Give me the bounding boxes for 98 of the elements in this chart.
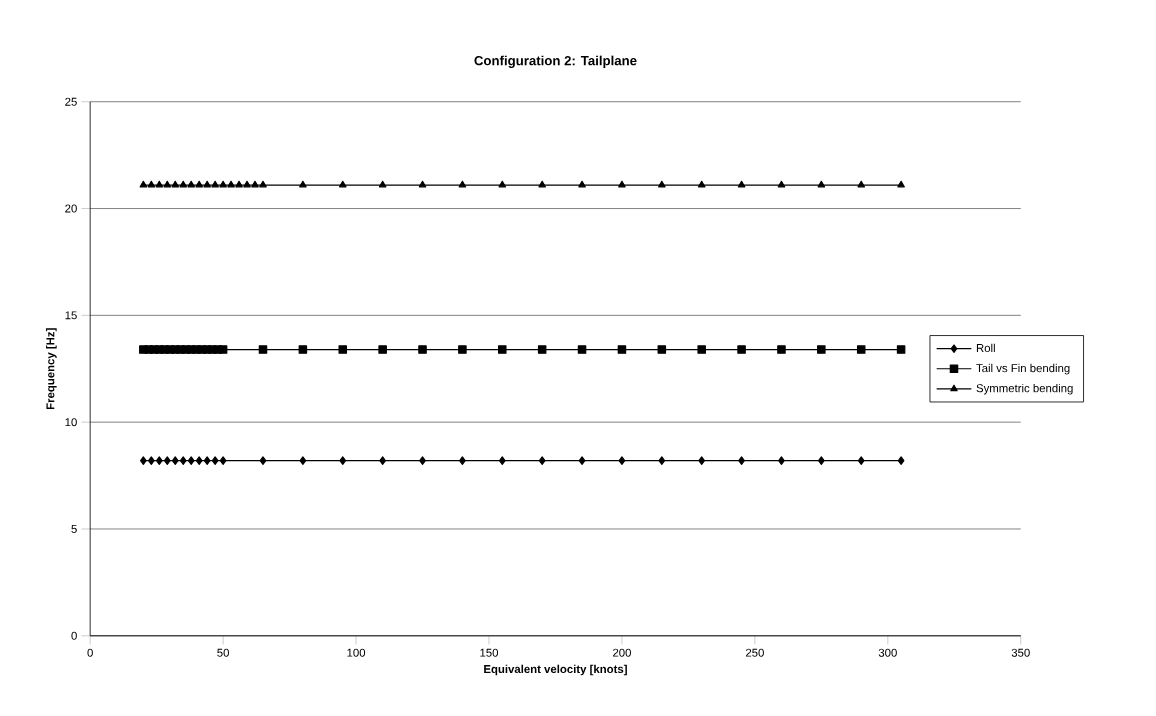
point: [203, 181, 211, 188]
point: [657, 345, 667, 355]
point: [187, 456, 195, 466]
point: [187, 181, 195, 188]
point: [537, 345, 547, 355]
point: [259, 456, 267, 466]
point: [339, 456, 347, 466]
point: [195, 456, 203, 466]
point: [258, 345, 268, 355]
point: [698, 456, 706, 466]
point: [578, 181, 586, 188]
x-tick-label: 50: [217, 648, 229, 657]
y-tick-label: 20: [65, 204, 77, 213]
y-tick-label: 25: [65, 97, 77, 106]
point: [458, 181, 467, 188]
point: [338, 181, 347, 188]
point: [299, 181, 307, 188]
point: [738, 456, 745, 466]
y-tick-label: 10: [65, 418, 77, 427]
y-tick-label: 5: [71, 525, 77, 534]
x-tick-label: 200: [613, 648, 631, 657]
point: [379, 456, 386, 466]
point: [243, 181, 251, 188]
y-tick-label: 0: [71, 632, 77, 641]
point: [378, 181, 387, 188]
point: [897, 181, 905, 188]
point: [817, 345, 826, 355]
point: [171, 181, 180, 188]
legend-label: Tail vs Fin bending: [976, 364, 1070, 375]
point: [498, 181, 507, 188]
point: [219, 456, 227, 466]
point: [211, 181, 219, 188]
point: [218, 345, 228, 355]
point: [617, 345, 627, 355]
point: [195, 181, 203, 188]
point: [338, 345, 348, 355]
point: [697, 181, 706, 188]
point: [697, 345, 706, 355]
point: [147, 456, 155, 466]
x-tick-label: 250: [745, 648, 764, 657]
point: [251, 181, 259, 188]
point: [777, 181, 786, 188]
y-tick-label: 15: [65, 311, 77, 320]
point: [896, 345, 906, 355]
point: [658, 181, 666, 188]
point: [139, 181, 148, 188]
point: [155, 456, 163, 466]
point: [163, 181, 172, 188]
point: [235, 181, 243, 188]
point: [155, 181, 164, 188]
point: [203, 456, 211, 466]
x-tick-label: 0: [87, 648, 93, 657]
point: [419, 456, 426, 466]
point: [179, 456, 187, 466]
point: [219, 181, 227, 188]
point: [378, 345, 387, 355]
legend-label: Roll: [976, 343, 995, 353]
point: [498, 345, 507, 355]
point: [737, 345, 746, 355]
x-tick-label: 350: [1011, 648, 1030, 657]
point: [147, 181, 156, 188]
point: [498, 456, 506, 466]
point: [259, 181, 267, 188]
point: [163, 456, 171, 466]
point: [897, 456, 905, 466]
point: [817, 181, 826, 188]
x-axis-title: Equivalent velocity [knots]: [484, 664, 627, 676]
point: [418, 345, 427, 355]
point: [737, 181, 746, 188]
point: [459, 456, 466, 466]
point: [817, 456, 825, 466]
x-tick-label: 300: [878, 648, 897, 657]
x-tick-label: 150: [480, 648, 499, 657]
point: [578, 456, 586, 466]
point: [618, 181, 626, 188]
legend-label: Symmetric bending: [976, 384, 1073, 395]
point: [778, 456, 785, 466]
point: [139, 456, 147, 466]
x-tick-label: 100: [347, 648, 366, 657]
point: [538, 181, 546, 188]
point: [298, 345, 308, 355]
point: [299, 456, 307, 466]
point: [171, 456, 179, 466]
point: [618, 456, 626, 466]
point: [538, 456, 546, 466]
point: [777, 345, 786, 355]
point: [418, 181, 427, 188]
y-axis-title: Frequency [Hz]: [46, 328, 57, 410]
point: [211, 456, 219, 466]
point: [179, 181, 187, 188]
point: [856, 345, 866, 355]
point: [658, 456, 666, 466]
point: [577, 345, 587, 355]
point: [857, 181, 865, 188]
chart-title: Configuration 2: Tailplane: [474, 55, 637, 69]
point: [857, 456, 865, 466]
point: [458, 345, 467, 355]
point: [227, 181, 235, 188]
